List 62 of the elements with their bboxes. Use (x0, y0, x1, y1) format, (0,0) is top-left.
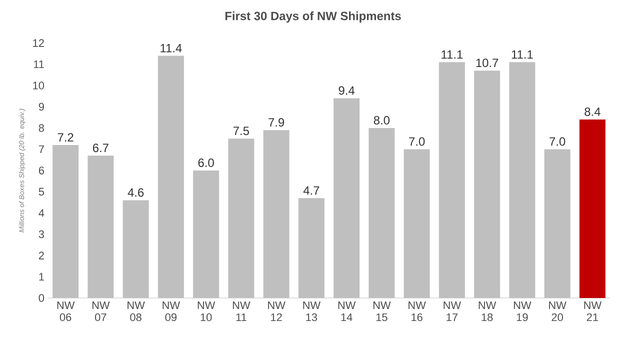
data-label: 7.0 (550, 137, 566, 146)
y-tick-label: 6 (38, 166, 44, 174)
bar (122, 200, 149, 298)
bar (544, 149, 570, 298)
x-tick-label: NW 06 (57, 302, 75, 322)
y-tick-label: 2 (38, 252, 44, 260)
data-label: 6.0 (198, 158, 214, 167)
bar (438, 62, 465, 298)
y-tick-label: 10 (33, 82, 44, 90)
x-tick-label: NW 08 (128, 302, 145, 322)
data-label: 6.7 (92, 144, 108, 152)
data-label: 11.1 (442, 50, 463, 59)
x-tick-label: NW 15 (373, 302, 391, 322)
x-tick-label: NW 19 (514, 302, 532, 322)
data-label: 7.2 (58, 133, 74, 142)
data-label: 10.7 (476, 58, 498, 68)
x-tick-label: NW 20 (549, 302, 566, 322)
chart-title: First 30 Days of NW Shipments (225, 11, 401, 23)
y-tick-label: 1 (39, 272, 44, 281)
x-tick-label: NW 07 (92, 302, 110, 322)
bar (298, 198, 324, 298)
bar (228, 138, 254, 298)
x-tick-label: NW 21 (584, 302, 602, 322)
data-label: 11.1 (512, 50, 533, 59)
y-tick-label: 7 (38, 145, 44, 154)
bar (579, 119, 606, 298)
data-label: 7.9 (268, 118, 284, 127)
bar (193, 170, 220, 298)
x-tick-label: NW 17 (444, 302, 462, 322)
data-label: 9.4 (338, 86, 355, 95)
data-label: 8.0 (374, 116, 390, 124)
x-tick-label: NW 11 (232, 302, 250, 322)
bar (334, 98, 360, 298)
bar (509, 62, 536, 298)
bar (88, 156, 114, 298)
bar (52, 145, 79, 298)
y-tick-label: 9 (38, 102, 44, 111)
data-label: 7.5 (233, 126, 249, 136)
data-label: 11.4 (160, 44, 182, 52)
data-label: 4.7 (303, 186, 320, 195)
bar (263, 130, 290, 298)
bar (474, 70, 500, 298)
data-label: 4.6 (128, 188, 144, 197)
x-tick-label: NW 18 (478, 302, 496, 322)
bar (158, 56, 184, 298)
x-tick-label: NW 09 (162, 302, 180, 322)
y-tick-label: 3 (38, 230, 44, 238)
x-tick-label: NW 12 (268, 302, 286, 322)
x-tick-label: NW 10 (198, 302, 216, 322)
data-label: 8.4 (584, 108, 600, 116)
y-tick-label: 5 (38, 188, 44, 196)
y-tick-label: 4 (38, 209, 44, 217)
x-tick-label: NW 13 (303, 302, 321, 322)
data-label: 7.0 (409, 137, 425, 146)
y-tick-label: 11 (34, 60, 44, 68)
x-tick-label: NW 16 (408, 302, 426, 322)
y-tick-label: 0 (38, 294, 44, 302)
bar (368, 128, 395, 298)
y-tick-label: 12 (33, 39, 44, 47)
bar (404, 149, 430, 298)
x-tick-label: NW 14 (338, 302, 356, 322)
y-tick-label: 8 (38, 124, 44, 132)
